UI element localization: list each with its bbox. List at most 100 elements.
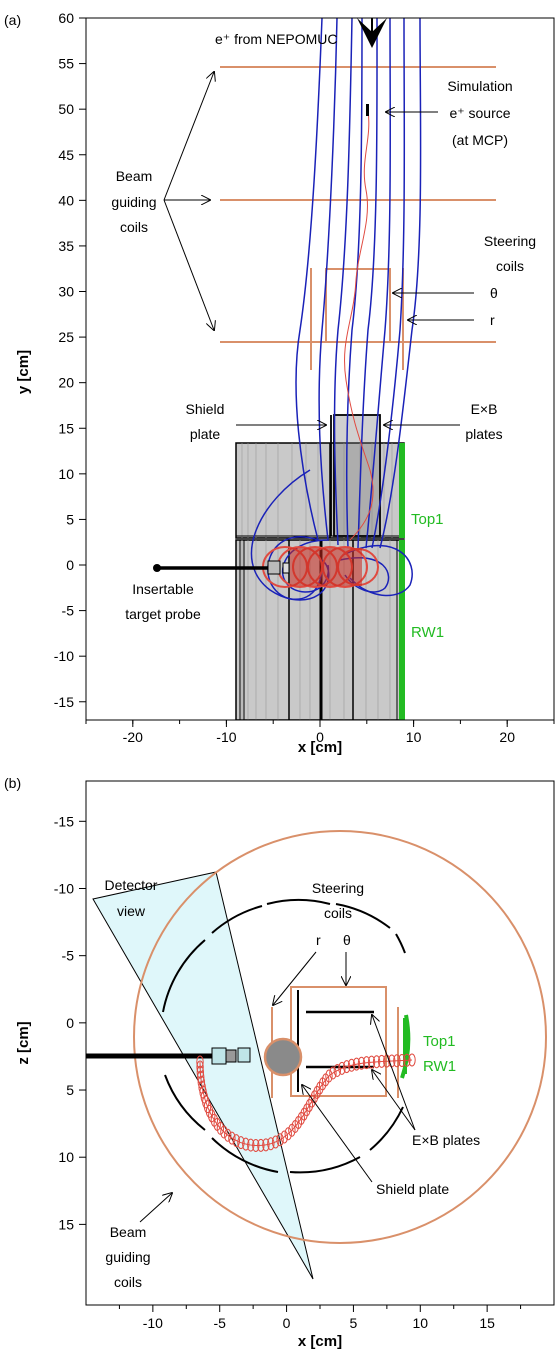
- y-tick-label: 55: [58, 56, 74, 72]
- source-marker: [366, 104, 369, 116]
- y-tick-label: 20: [58, 375, 74, 391]
- trajectory-mark: [208, 1109, 216, 1123]
- trajectory-mark: [393, 1054, 401, 1068]
- trajectory-mark: [224, 1128, 232, 1142]
- x-tick-label: 15: [479, 1315, 495, 1331]
- trajectory-mark: [197, 1075, 206, 1089]
- y-tick-label: 10: [58, 1149, 74, 1165]
- trajectory-mark: [242, 1137, 250, 1151]
- probe-label-1: Insertable: [132, 581, 194, 597]
- beam-coils-b-label-3: coils: [114, 1274, 142, 1290]
- sim-label-2: e⁺ source: [449, 105, 510, 121]
- panel-a: (a): [4, 10, 555, 756]
- steering-b-r: r: [316, 932, 321, 948]
- beam-coils-label-1: Beam: [116, 168, 153, 184]
- sim-label-1: Simulation: [447, 78, 512, 94]
- y-tick-label: -10: [54, 648, 74, 664]
- positron-trajectory-b: [196, 1053, 416, 1153]
- y-tick-label: 45: [58, 147, 74, 163]
- trajectory-mark: [271, 1135, 280, 1149]
- trajectory-mark: [303, 1103, 311, 1117]
- trajectory-mark: [262, 1138, 270, 1152]
- trajectory-mark: [257, 1138, 265, 1152]
- y-tick-label: 60: [58, 10, 74, 26]
- trajectory-mark: [333, 1063, 342, 1077]
- trajectory-mark: [196, 1065, 205, 1079]
- trajectory-mark: [372, 1055, 381, 1069]
- exb-label-1: E×B: [471, 401, 498, 417]
- exb-b-label: E×B plates: [412, 1132, 480, 1148]
- trajectory-mark: [197, 1070, 205, 1084]
- trajectory-mark: [232, 1134, 241, 1148]
- x-tick-label: 0: [283, 1315, 291, 1331]
- x-tick-label: 10: [412, 1315, 428, 1331]
- steering-b-label-1: Steering: [312, 880, 364, 896]
- insertable-target-probe: [153, 560, 290, 575]
- panel-a-label: (a): [4, 12, 21, 28]
- steering-b-label-2: coils: [324, 905, 352, 921]
- trajectory-mark: [203, 1100, 212, 1114]
- trajectory-mark: [196, 1060, 204, 1074]
- trajectory-mark: [347, 1058, 356, 1072]
- y-tick-label: 10: [58, 466, 74, 482]
- trajectory-mark: [247, 1138, 255, 1152]
- panel-b-frame: [85, 780, 555, 1306]
- trajectory-mark: [357, 1056, 366, 1070]
- sim-label-3: (at MCP): [452, 132, 508, 148]
- y-tick-label: -5: [62, 603, 75, 619]
- trajectory-mark: [377, 1054, 386, 1068]
- trajectory-mark: [237, 1136, 245, 1150]
- shield-b-label: Shield plate: [376, 1181, 449, 1197]
- panel-a-ticks: -20 -10 0 10 20605550454035302520151050-5-10…: [54, 10, 555, 745]
- panel-b-xlabel: x [cm]: [298, 1333, 342, 1350]
- y-tick-label: 5: [66, 1082, 74, 1098]
- panel-a-xlabel: x [cm]: [298, 739, 342, 756]
- trajectory-mark: [252, 1139, 260, 1153]
- beam-source-title: e⁺ from NEPOMUC: [215, 31, 338, 47]
- y-tick-label: 40: [58, 192, 74, 208]
- steering-label-1: Steering: [484, 233, 536, 249]
- x-tick-label: -5: [213, 1315, 226, 1331]
- y-tick-label: -5: [62, 948, 75, 964]
- detector-view-label-2: view: [117, 903, 146, 919]
- trajectory-mark: [352, 1057, 361, 1071]
- trajectory-mark: [205, 1104, 214, 1118]
- panel-b: (b): [4, 775, 555, 1350]
- y-tick-label: -10: [54, 880, 74, 896]
- shield-label-2: plate: [190, 426, 221, 442]
- rw1-label: RW1: [411, 624, 444, 641]
- x-tick-label: -20: [123, 729, 143, 745]
- y-tick-label: 0: [66, 1015, 74, 1031]
- y-tick-label: 30: [58, 284, 74, 300]
- panel-b-label: (b): [4, 775, 21, 791]
- steering-label-2: coils: [496, 258, 524, 274]
- y-tick-label: -15: [54, 813, 74, 829]
- panel-b-ticks: -10 -5 0 5 10 15 -15 -10 -5 0 5 10 15: [54, 813, 522, 1331]
- trajectory-mark: [362, 1056, 371, 1070]
- top1-detector: [399, 443, 405, 538]
- panel-a-ylabel: y [cm]: [15, 350, 32, 394]
- y-tick-label: -15: [54, 694, 74, 710]
- x-tick-label: 5: [350, 1315, 358, 1331]
- target-sphere: [263, 1037, 303, 1077]
- trajectory-mark: [305, 1098, 314, 1112]
- beam-coils-label-2: guiding: [111, 194, 156, 210]
- trajectory-mark: [398, 1054, 406, 1068]
- y-tick-label: 35: [58, 238, 74, 254]
- beam-guiding-coil-circle: [133, 830, 547, 1244]
- trajectory-mark: [228, 1131, 236, 1145]
- x-tick-label: -10: [216, 729, 236, 745]
- steering-r: r: [490, 312, 495, 328]
- top1-b-label: Top1: [423, 1033, 456, 1050]
- trajectory-mark: [202, 1095, 210, 1109]
- panel-b-ylabel: z [cm]: [15, 1021, 32, 1064]
- trajectory-mark: [343, 1060, 351, 1074]
- rw1-detector: [399, 540, 405, 720]
- x-tick-label: 0: [316, 729, 324, 745]
- y-tick-label: 5: [66, 511, 74, 527]
- trajectory-mark: [216, 1121, 225, 1135]
- x-tick-label: -10: [143, 1315, 163, 1331]
- y-tick-label: 0: [66, 557, 74, 573]
- steering-b-theta: θ: [343, 932, 351, 948]
